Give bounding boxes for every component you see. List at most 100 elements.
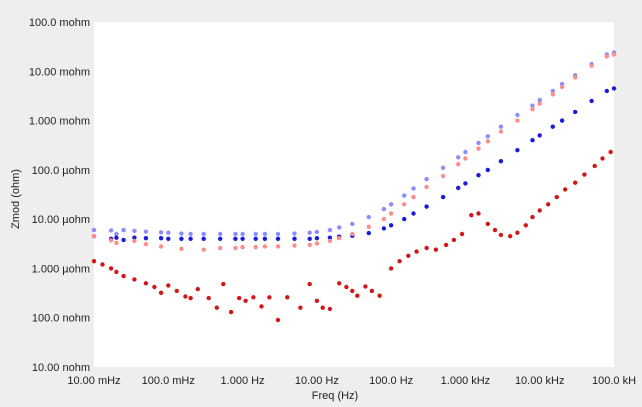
data-point (240, 231, 245, 237)
data-point (559, 84, 565, 90)
data-point (158, 244, 164, 249)
data-point (206, 295, 211, 301)
data-point (218, 236, 223, 241)
data-point (218, 245, 223, 251)
data-point (259, 304, 264, 309)
data-point (327, 238, 333, 244)
y-tick-label: 100.0 mohm (29, 17, 90, 29)
data-point (188, 231, 193, 237)
data-point (314, 236, 320, 241)
data-point (275, 231, 281, 237)
data-point (327, 235, 333, 240)
data-point (485, 139, 490, 144)
data-point (563, 187, 568, 192)
data-point (262, 236, 268, 241)
data-point (589, 98, 594, 104)
data-point (559, 118, 565, 123)
data-point (377, 293, 382, 298)
data-point (183, 294, 188, 299)
x-axis-label: Freq (Hz) (312, 390, 358, 402)
data-point (132, 238, 137, 244)
data-point (179, 236, 184, 241)
x-tick-label: 10.00 mHz (67, 375, 120, 387)
data-point (228, 309, 234, 315)
data-point (476, 211, 481, 216)
data-point (91, 227, 97, 233)
data-point (132, 235, 137, 240)
data-point (221, 281, 226, 287)
series-4 (91, 149, 613, 323)
data-point (463, 149, 468, 155)
data-point (608, 149, 613, 155)
data-point (233, 236, 238, 241)
data-point (174, 288, 179, 294)
data-point (158, 230, 164, 235)
data-point (573, 180, 578, 185)
data-point (114, 269, 119, 275)
data-point (440, 194, 446, 200)
data-point (515, 118, 520, 123)
data-point (611, 86, 617, 91)
data-point (158, 236, 164, 241)
data-point (582, 172, 587, 177)
data-point (337, 281, 342, 286)
data-point (314, 298, 320, 303)
data-point (143, 236, 149, 241)
data-point (443, 242, 449, 248)
data-point (388, 202, 394, 207)
x-tick-label: 100.0 kH (592, 375, 636, 387)
data-point (589, 63, 594, 68)
data-point (201, 236, 206, 241)
data-point (498, 232, 504, 238)
y-tick-label: 10.00 mohm (29, 66, 90, 78)
data-point (485, 221, 490, 227)
data-point (456, 155, 461, 160)
y-tick-label: 100.0 µohm (32, 165, 90, 177)
data-point (369, 288, 375, 294)
data-point (275, 244, 281, 249)
data-point (314, 229, 320, 235)
data-point (366, 214, 371, 220)
data-point (253, 236, 258, 241)
data-point (554, 194, 559, 200)
data-point (537, 97, 542, 103)
data-point (201, 231, 206, 237)
data-point (476, 173, 481, 178)
data-point (108, 266, 114, 271)
data-point (537, 101, 542, 106)
y-tick-label: 1.000 mohm (29, 116, 90, 128)
plot-area (94, 22, 614, 367)
data-point (350, 221, 355, 227)
data-point (485, 134, 490, 139)
data-point (498, 124, 504, 129)
data-point (132, 228, 137, 233)
data-point (366, 224, 371, 229)
data-point (201, 247, 206, 252)
data-point (355, 293, 360, 298)
data-point (411, 186, 416, 191)
data-point (292, 231, 297, 236)
data-point (179, 231, 184, 236)
data-point (440, 173, 446, 179)
y-axis-ticks: 100.0 mohm 10.00 mohm 1.000 mohm 100.0 µohm… (29, 17, 90, 374)
data-point (166, 230, 171, 235)
data-point (515, 112, 520, 118)
data-point (327, 306, 333, 312)
data-point (285, 295, 290, 300)
data-point (388, 223, 394, 228)
data-point (121, 237, 126, 243)
data-point (530, 138, 535, 143)
data-point (240, 245, 245, 250)
data-point (152, 284, 157, 290)
data-point (463, 156, 468, 161)
data-point (492, 227, 498, 233)
data-point (388, 266, 394, 271)
data-point (314, 241, 320, 246)
data-point (508, 234, 513, 239)
data-point (108, 228, 114, 233)
data-point (381, 206, 387, 212)
data-point (414, 249, 419, 254)
data-point (530, 107, 535, 112)
